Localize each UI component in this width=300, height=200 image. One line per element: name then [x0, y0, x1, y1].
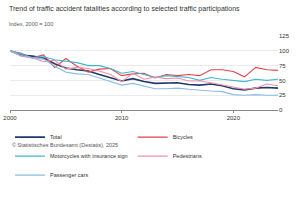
svg-text:2000: 2000	[3, 115, 17, 121]
svg-text:100: 100	[279, 48, 290, 54]
svg-text:Trend of traffic accident fata: Trend of traffic accident fatalities acc…	[9, 5, 240, 13]
svg-text:25: 25	[279, 92, 286, 98]
svg-text:Passenger cars: Passenger cars	[50, 172, 88, 178]
svg-text:75: 75	[279, 63, 286, 69]
svg-text:Bicycles: Bicycles	[173, 134, 193, 140]
svg-text:Pedestrians: Pedestrians	[173, 153, 202, 159]
svg-text:2010: 2010	[115, 115, 129, 121]
svg-text:125: 125	[279, 33, 290, 39]
svg-text:Total: Total	[50, 134, 62, 140]
svg-text:2020: 2020	[227, 115, 241, 121]
svg-text:Motorcycles with insurance sig: Motorcycles with insurance sign	[50, 153, 128, 159]
svg-text:Index, 2000 = 100: Index, 2000 = 100	[9, 21, 53, 27]
svg-text:50: 50	[279, 78, 286, 84]
svg-text:0: 0	[279, 107, 283, 113]
svg-text:© Statistisches Bundesamt (Des: © Statistisches Bundesamt (Destatis), 20…	[12, 142, 118, 148]
